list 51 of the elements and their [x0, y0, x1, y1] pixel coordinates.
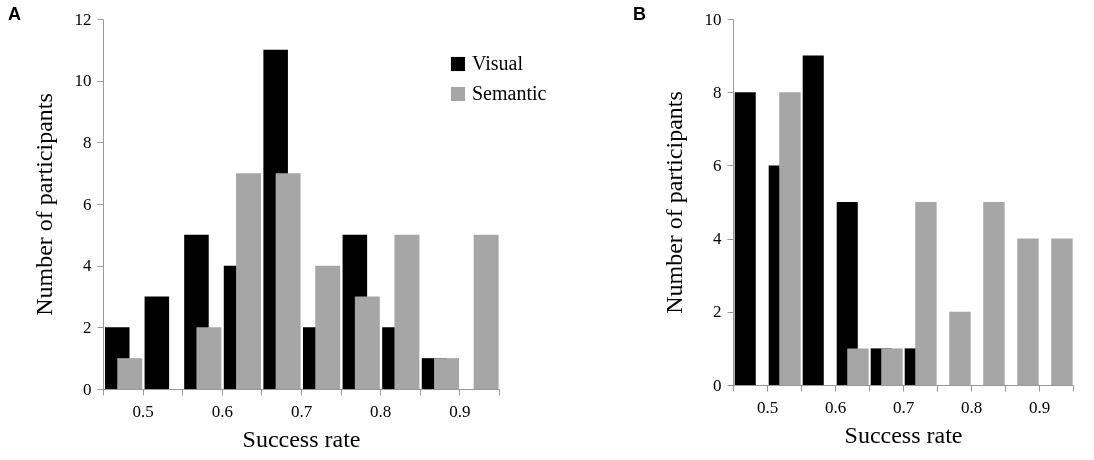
- bar: [117, 358, 143, 389]
- bar: [473, 234, 499, 389]
- y-tick-label: 4: [713, 229, 722, 249]
- bar: [275, 173, 301, 389]
- chart-title: B: [633, 4, 646, 24]
- x-tick-label: 0.5: [132, 401, 154, 421]
- x-tick-label: 0.7: [892, 397, 915, 417]
- bar: [1017, 238, 1039, 385]
- y-tick-label: 6: [83, 194, 92, 214]
- x-tick-label: 0.8: [370, 401, 392, 421]
- bar: [949, 311, 971, 385]
- bar: [315, 265, 341, 389]
- x-axis-title: Success rate: [844, 421, 963, 448]
- y-tick-label: 2: [713, 302, 722, 322]
- y-tick-label: 10: [74, 71, 92, 91]
- x-tick-label: 0.9: [1028, 397, 1051, 417]
- y-axis-title: Number of participants: [660, 91, 687, 314]
- bar: [394, 234, 420, 389]
- y-tick-label: 10: [704, 9, 722, 29]
- bar: [354, 296, 380, 389]
- x-tick-label: 0.6: [211, 401, 233, 421]
- y-tick-label: 8: [83, 132, 92, 152]
- bar: [236, 173, 261, 389]
- y-tick-label: 12: [74, 9, 92, 29]
- y-tick-label: 0: [83, 379, 92, 399]
- y-axis-title: Number of participants: [30, 93, 57, 316]
- y-tick-label: 0: [713, 375, 722, 395]
- bar: [779, 92, 801, 385]
- y-tick-label: 2: [83, 317, 92, 337]
- bar: [144, 296, 170, 389]
- y-tick-label: 4: [83, 256, 92, 276]
- bar: [1051, 238, 1073, 385]
- chart-title: A: [8, 4, 21, 24]
- bar: [915, 202, 937, 385]
- legend-label: Semantic: [472, 82, 547, 104]
- bar: [881, 348, 903, 385]
- bar: [983, 202, 1005, 385]
- bar: [734, 92, 756, 385]
- bar: [802, 55, 824, 385]
- x-tick-label: 0.6: [824, 397, 847, 417]
- x-tick-label: 0.9: [449, 401, 471, 421]
- x-tick-label: 0.7: [290, 401, 313, 421]
- x-axis-title: Success rate: [242, 425, 361, 452]
- y-tick-label: 8: [713, 82, 722, 102]
- x-tick-label: 0.5: [756, 397, 779, 417]
- bar: [847, 348, 869, 385]
- legend-label: Visual: [472, 52, 524, 74]
- bar: [196, 327, 222, 389]
- x-tick-label: 0.8: [960, 397, 983, 417]
- bar: [434, 358, 459, 389]
- y-tick-label: 6: [713, 155, 722, 175]
